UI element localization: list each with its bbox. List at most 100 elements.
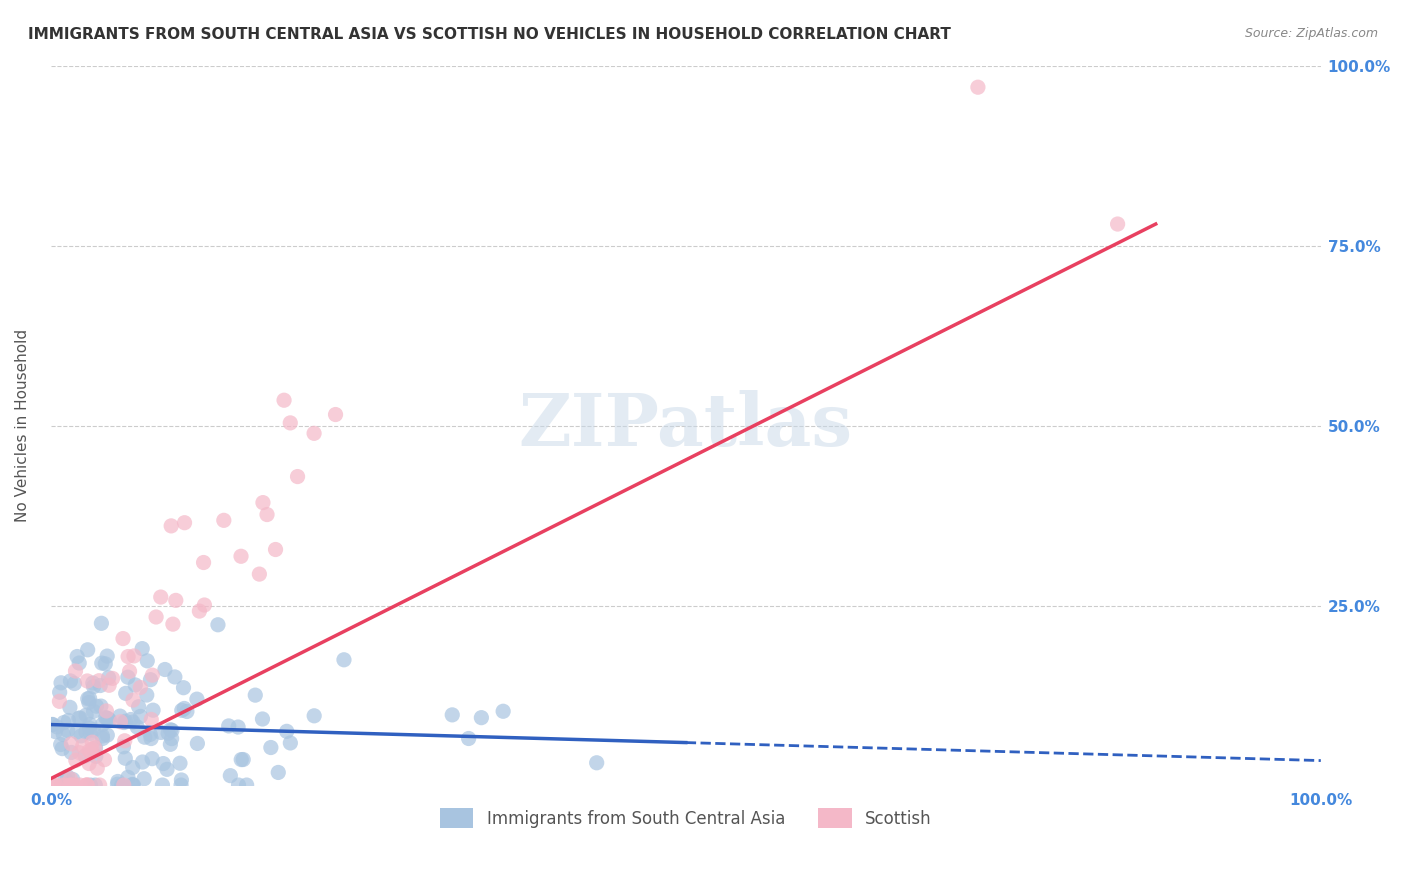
Point	[114, 714, 136, 729]
Point	[63, 778, 86, 792]
Point	[280, 736, 302, 750]
Legend: Immigrants from South Central Asia, Scottish: Immigrants from South Central Asia, Scot…	[433, 801, 938, 835]
Point	[585, 756, 607, 770]
Point	[129, 681, 152, 695]
Point	[117, 649, 139, 664]
Point	[75, 708, 97, 723]
Point	[121, 777, 143, 791]
Point	[156, 762, 179, 776]
Point	[84, 749, 107, 764]
Point	[112, 715, 135, 730]
Point	[98, 713, 121, 727]
Point	[111, 632, 134, 646]
Point	[101, 672, 124, 686]
Point	[72, 739, 94, 753]
Point	[193, 598, 215, 612]
Point	[160, 519, 183, 533]
Point	[90, 616, 112, 631]
Point	[229, 549, 252, 564]
Point	[49, 675, 72, 690]
Point	[42, 778, 65, 792]
Point	[65, 753, 87, 767]
Point	[135, 688, 157, 702]
Point	[107, 777, 129, 791]
Point	[67, 746, 90, 760]
Point	[273, 393, 295, 408]
Point	[139, 731, 162, 746]
Point	[141, 713, 163, 727]
Point	[97, 712, 120, 726]
Text: ZIPatlas: ZIPatlas	[519, 390, 853, 461]
Point	[59, 772, 82, 786]
Point	[325, 408, 347, 422]
Point	[235, 778, 257, 792]
Point	[48, 685, 70, 699]
Point	[278, 416, 301, 430]
Point	[87, 673, 110, 688]
Point	[162, 617, 184, 632]
Point	[252, 712, 274, 726]
Point	[112, 739, 135, 754]
Point	[114, 751, 136, 765]
Point	[86, 761, 108, 775]
Point	[76, 778, 98, 792]
Point	[91, 729, 114, 743]
Point	[69, 778, 91, 792]
Point	[83, 680, 105, 694]
Point	[1107, 217, 1129, 231]
Point	[107, 774, 129, 789]
Point	[76, 673, 98, 688]
Point	[110, 714, 132, 729]
Point	[173, 701, 195, 715]
Point	[89, 778, 111, 792]
Point	[264, 542, 287, 557]
Point	[96, 711, 118, 725]
Point	[84, 778, 107, 792]
Point	[51, 741, 73, 756]
Point	[129, 709, 152, 723]
Point	[80, 742, 103, 756]
Point	[114, 733, 136, 747]
Point	[441, 707, 464, 722]
Point	[124, 678, 146, 692]
Point	[83, 740, 105, 755]
Point	[252, 495, 274, 509]
Point	[170, 703, 193, 717]
Point	[131, 755, 153, 769]
Point	[218, 719, 240, 733]
Point	[89, 679, 111, 693]
Point	[46, 720, 69, 734]
Point	[45, 778, 67, 792]
Point	[67, 656, 90, 670]
Point	[66, 649, 89, 664]
Point	[114, 686, 136, 700]
Point	[90, 656, 112, 670]
Point	[91, 717, 114, 731]
Point	[157, 726, 180, 740]
Point	[48, 694, 70, 708]
Point	[80, 746, 103, 760]
Point	[121, 778, 143, 792]
Point	[56, 723, 79, 738]
Point	[333, 653, 356, 667]
Point	[96, 704, 118, 718]
Point	[59, 700, 82, 714]
Point	[149, 590, 172, 604]
Point	[122, 715, 145, 730]
Point	[63, 676, 86, 690]
Point	[232, 752, 254, 766]
Point	[51, 778, 73, 792]
Point	[76, 642, 98, 657]
Point	[160, 723, 183, 738]
Point	[41, 778, 63, 792]
Point	[76, 691, 98, 706]
Point	[159, 723, 181, 737]
Point	[70, 729, 93, 743]
Point	[117, 770, 139, 784]
Point	[41, 717, 63, 731]
Point	[75, 778, 97, 792]
Point	[98, 678, 121, 692]
Point	[117, 670, 139, 684]
Point	[79, 721, 101, 735]
Point	[457, 731, 479, 746]
